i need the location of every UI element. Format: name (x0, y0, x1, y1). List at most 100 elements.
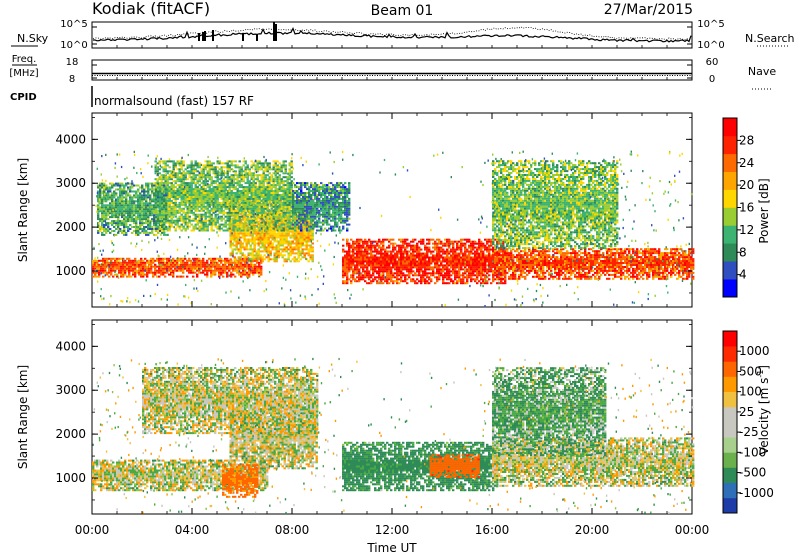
heatmap-cell (200, 259, 203, 262)
heatmap-cell (281, 250, 284, 253)
heatmap-cell (104, 259, 107, 262)
heatmap-cell (106, 271, 109, 274)
heatmap-cell (283, 240, 286, 243)
heatmap-cell (290, 182, 293, 185)
heatmap-cell (125, 202, 128, 205)
heatmap-cell (278, 182, 281, 185)
heatmap-cell (131, 196, 134, 199)
heatmap-cell (322, 199, 325, 202)
heatmap-cell (108, 269, 111, 272)
heatmap-cell (267, 252, 270, 255)
heatmap-cell (246, 190, 249, 192)
heatmap-cell (97, 190, 100, 193)
heatmap-cell (260, 188, 263, 191)
heatmap-cell (307, 230, 310, 233)
heatmap-cell (126, 275, 129, 278)
heatmap-cell (338, 190, 341, 192)
heatmap-cell (210, 229, 213, 232)
heatmap-cell (137, 196, 140, 199)
heatmap-cell (312, 223, 315, 226)
heatmap-cell (348, 203, 351, 206)
heatmap-cell (190, 219, 193, 222)
heatmap-cell (190, 211, 193, 214)
heatmap-cell (208, 188, 211, 191)
heatmap-cell (198, 209, 201, 212)
heatmap-cell (270, 196, 273, 198)
heatmap-cell (242, 174, 245, 177)
heatmap-cell (309, 258, 312, 261)
heatmap-cell (190, 178, 193, 181)
heatmap-cell (144, 273, 147, 276)
heatmap-cell (242, 217, 245, 220)
heatmap-cell (322, 188, 325, 191)
heatmap-cell (182, 162, 185, 165)
heatmap-cell (283, 224, 286, 227)
heatmap-cell (119, 214, 122, 217)
heatmap-cell (250, 188, 253, 191)
heatmap-cell (342, 250, 345, 253)
heatmap-cell (256, 186, 259, 189)
heatmap-cell (176, 180, 179, 183)
heatmap-cell (256, 170, 259, 173)
heatmap-cell (228, 178, 231, 181)
heatmap-cell (240, 196, 243, 198)
heatmap-cell (324, 201, 327, 204)
heatmap-cell (154, 184, 157, 187)
heatmap-cell (210, 215, 213, 218)
heatmap-cell (220, 207, 223, 210)
heatmap-cell (218, 229, 221, 232)
heatmap-cell (166, 265, 169, 268)
heatmap-cell (238, 186, 241, 189)
heatmap-cell (206, 160, 209, 163)
heatmap-cell (295, 248, 298, 251)
heatmap-cell (120, 257, 123, 260)
heatmap-cell (307, 254, 310, 257)
heatmap-cell (281, 256, 284, 259)
heatmap-cell (196, 162, 199, 165)
heatmap-cell (290, 190, 293, 192)
heatmap-cell (234, 205, 237, 208)
heatmap-cell (174, 205, 177, 208)
heatmap-cell (284, 215, 287, 218)
heatmap-cell (262, 207, 265, 210)
heatmap-cell (212, 166, 215, 169)
heatmap-cell (271, 228, 274, 231)
heatmap-cell (206, 190, 209, 192)
heatmap-cell (145, 222, 148, 225)
heatmap-cell (336, 207, 339, 210)
heatmap-cell (288, 207, 291, 210)
heatmap-cell (194, 174, 197, 177)
heatmap-cell (163, 230, 166, 232)
heatmap-cell (305, 252, 308, 255)
heatmap-cell (243, 240, 246, 243)
heatmap-cell (328, 203, 331, 206)
heatmap-cell (312, 188, 315, 191)
heatmap-cell (212, 269, 215, 272)
heatmap-cell (143, 218, 146, 221)
heatmap-cell (236, 205, 239, 208)
heatmap-cell (288, 178, 291, 181)
heatmap-cell (348, 188, 351, 191)
heatmap-cell (240, 271, 243, 274)
heatmap-cell (295, 228, 298, 231)
heatmap-cell (299, 242, 302, 245)
heatmap-cell (330, 215, 333, 218)
heatmap-cell (272, 178, 275, 181)
heatmap-cell (240, 275, 243, 278)
heatmap-cell (324, 213, 327, 216)
heatmap-cell (236, 209, 239, 212)
heatmap-cell (137, 216, 140, 219)
heatmap-cell (153, 188, 156, 191)
heatmap-cell (161, 206, 164, 209)
heatmap-cell (257, 242, 260, 245)
heatmap-cell (236, 207, 239, 210)
heatmap-cell (162, 261, 165, 264)
heatmap-cell (180, 219, 183, 222)
heatmap-cell (266, 199, 269, 202)
heatmap-cell (264, 192, 267, 194)
heatmap-cell (202, 201, 205, 204)
heatmap-cell (338, 205, 341, 208)
heatmap-cell (274, 162, 277, 165)
heatmap-cell (212, 209, 215, 212)
heatmap-cell (170, 271, 173, 274)
